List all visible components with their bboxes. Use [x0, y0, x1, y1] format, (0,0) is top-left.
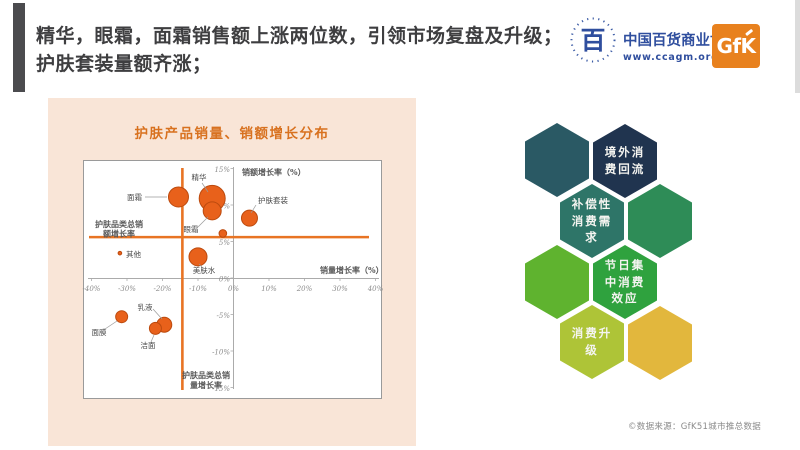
y-tick-label: 0%: [219, 276, 230, 284]
hex-decorative-teal: [525, 123, 589, 197]
y-tick-label: -15%: [212, 385, 230, 393]
gfk-logo-label: GfK: [716, 34, 756, 58]
bubble-label: 眼霜: [184, 225, 199, 234]
bubble-label: 精华: [192, 172, 207, 182]
title-accent-bar: [13, 3, 25, 92]
y-axis-title: 销额增长率（%）: [242, 167, 306, 177]
hex-decorative-seagreen: [628, 184, 692, 258]
chart-bubble: [115, 310, 129, 324]
x-tick-label: 0%: [228, 285, 239, 293]
hex-decorative-gold: [628, 306, 692, 380]
ccagm-website: www.ccagm.org.cn: [623, 52, 738, 63]
hex-festival-consumption-effect: 节日集 中消费 效应: [593, 245, 657, 319]
chart-bubble: [188, 247, 208, 267]
y-tick-label: -5%: [217, 312, 231, 320]
x-tick-label: 20%: [296, 285, 313, 293]
x-tick-label: -30%: [118, 285, 136, 293]
bubble-label: 乳液: [138, 302, 153, 312]
x-tick-label: -40%: [83, 285, 101, 293]
bubble-label: 面膜: [92, 327, 107, 337]
hex-label: 节日集 中消费 效应: [604, 257, 646, 306]
x-tick-label: -10%: [189, 285, 207, 293]
chart-bubble: [117, 250, 123, 256]
chart-bubble: [240, 209, 258, 227]
hex-consumption-upgrade: 消费升 级: [560, 305, 624, 379]
hex-overseas-consumption-return: 境外消 费回流: [593, 124, 657, 198]
label-connector: [197, 216, 209, 228]
chart-bubble: [148, 321, 162, 335]
label-connector: [201, 182, 209, 193]
label-connector: [150, 334, 155, 343]
ccagm-org-name: 中国百货商业协会: [623, 32, 739, 49]
chart-bubble: [218, 229, 228, 238]
ref-vertical-label: 护肤品类总销: [182, 370, 230, 380]
bubble-label: 护肤套装: [258, 195, 288, 205]
chart-panel: 护肤产品销量、销额增长分布 -40% -30% -20% -10% 0% 10% 20% 30…: [48, 98, 416, 446]
label-connector: [198, 263, 203, 268]
x-tick-label: 30%: [332, 285, 348, 293]
x-tick-label: 10%: [261, 285, 277, 293]
hex-label: 境外消 费回流: [604, 145, 646, 176]
x-tick-label: -20%: [154, 285, 172, 293]
bubble-label: 其他: [126, 249, 141, 259]
bubble-label: 美肤水: [193, 265, 216, 275]
ref-vertical-label: 量增长率: [190, 380, 222, 390]
x-tick-label: 40%: [367, 285, 384, 293]
hex-decorative-green: [525, 245, 589, 319]
label-connector: [104, 320, 118, 330]
emblem-character: 百: [580, 26, 605, 55]
hex-label: 补偿性 消费需 求: [571, 196, 613, 245]
slide-title-line2: 护肤套装量额齐涨；: [36, 53, 212, 75]
gfk-logo: GfK: [712, 24, 760, 68]
data-source-note: ©数据来源：GfK51城市推总数据: [628, 422, 762, 432]
x-axis-title: 销量增长率（%）: [320, 265, 384, 275]
ccagm-logo-icon: 百: [570, 17, 616, 63]
slide-title-line1: 精华，眼霜，面霜销售额上涨两位数，引领市场复盘及升级；: [36, 25, 563, 47]
ccagm-text-block: 中国百货商业协会 www.ccagm.org.cn: [623, 29, 739, 63]
ref-horizontal-label: 护肤品类总销: [95, 219, 143, 229]
emblem-dotted-ring: [570, 17, 616, 63]
hex-label: 消费升 级: [571, 326, 613, 357]
y-tick-label: 15%: [214, 166, 230, 174]
chart-bubble: [167, 186, 189, 208]
hex-compensatory-demand: 补偿性 消费需 求: [560, 184, 624, 258]
bubble-label: 面霜: [127, 193, 142, 202]
slide-title: 精华，眼霜，面霜销售额上涨两位数，引领市场复盘及升级； 护肤套装量额齐涨；: [36, 22, 596, 78]
label-connector: [250, 204, 257, 214]
bubble-chart: -40%-30%-20%-10%0%10%20%30%40%15%10%5%0%…: [83, 160, 384, 399]
bubble-label: 洁面: [141, 340, 156, 350]
chart-title: 护肤产品销量、销额增长分布: [134, 126, 330, 142]
y-tick-label: 5%: [219, 239, 230, 247]
chart-bubble: [202, 201, 222, 221]
ref-horizontal-label: 额增长率: [103, 229, 135, 239]
label-connector: [152, 308, 163, 320]
window-edge: [795, 0, 800, 93]
y-tick-label: -10%: [212, 349, 230, 357]
